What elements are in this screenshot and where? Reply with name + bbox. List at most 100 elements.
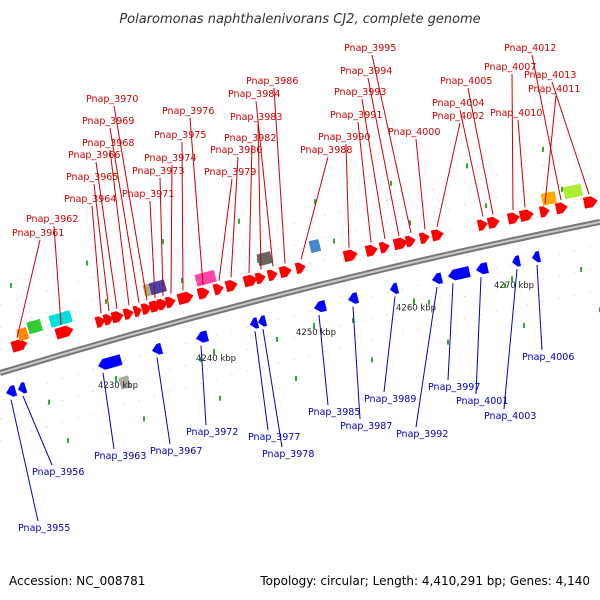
label-leader-line — [367, 77, 400, 236]
gene-label-top: Pnap_4012 — [504, 43, 556, 54]
gene-label-top: Pnap_3993 — [334, 87, 386, 98]
gene-label-bottom: Pnap_4001 — [456, 396, 508, 407]
gene-label-top: Pnap_3976 — [162, 106, 214, 117]
gene-label-bottom: Pnap_4003 — [484, 411, 536, 422]
track-tick — [314, 199, 316, 205]
forward-gene-arrow — [418, 232, 430, 245]
forward-gene-arrow — [266, 269, 278, 282]
forward-gene-arrow — [254, 272, 266, 285]
gene-label-bottom: Pnap_3992 — [396, 429, 448, 440]
label-leader-line — [156, 357, 171, 445]
track-tick — [523, 322, 525, 328]
track-tick — [162, 239, 164, 245]
forward-gene-arrow — [94, 316, 106, 328]
label-leader-line — [53, 225, 62, 325]
track-tick — [504, 282, 506, 288]
label-leader-line — [95, 161, 118, 309]
colored-feature-box — [540, 191, 557, 206]
label-leader-line — [159, 177, 164, 296]
gene-label-bottom: Pnap_3987 — [340, 421, 392, 432]
reverse-gene-arrow — [390, 282, 400, 295]
backbone-line — [0, 219, 600, 376]
genome-summary-text: Topology: circular; Length: 4,410,291 bp… — [260, 574, 590, 588]
gene-label-top: Pnap_3988 — [300, 145, 352, 156]
track-tick — [561, 186, 563, 192]
track-tick — [542, 146, 544, 152]
genome-backbone — [0, 146, 600, 444]
colored-feature-box — [26, 318, 44, 335]
label-leader-line — [415, 138, 426, 230]
reverse-gene-arrow — [314, 300, 327, 313]
colored-feature-box — [194, 269, 217, 287]
reverse-gene-arrow — [6, 385, 18, 397]
track-tick — [333, 238, 335, 244]
gene-label-bottom: Pnap_3963 — [94, 451, 146, 462]
label-leader-line — [181, 141, 184, 291]
gene-label-top: Pnap_4007 — [484, 62, 536, 73]
label-leader-lines — [10, 54, 590, 522]
gene-label-top: Pnap_3971 — [122, 189, 174, 200]
label-leader-line — [10, 399, 39, 522]
label-leader-line — [536, 264, 543, 351]
label-leader-line — [345, 143, 350, 248]
colored-feature-box — [148, 279, 168, 296]
label-leader-line — [200, 345, 207, 426]
label-leader-line — [415, 286, 438, 428]
gene-label-top: Pnap_3969 — [82, 116, 134, 127]
gene-label-top: Pnap_4005 — [440, 76, 492, 87]
gene-label-top: Pnap_3974 — [144, 153, 196, 164]
gene-label-top: Pnap_4011 — [528, 84, 580, 95]
gene-label-top: Pnap_3982 — [224, 133, 276, 144]
forward-gene-arrow — [404, 235, 416, 248]
scale-tick-label: 4250 kbp — [296, 328, 336, 338]
track-tick — [485, 203, 487, 209]
gene-label-bottom: Pnap_3989 — [364, 394, 416, 405]
label-leader-line — [371, 54, 412, 233]
gene-label-top: Pnap_3990 — [318, 132, 370, 143]
label-leader-line — [352, 306, 361, 420]
track-tick — [238, 218, 240, 224]
reverse-gene-arrow — [432, 272, 443, 285]
forward-gene-arrow — [54, 325, 74, 340]
label-leader-line — [102, 372, 115, 450]
forward-gene-arrow — [392, 237, 408, 251]
gene-label-bottom: Pnap_3997 — [428, 382, 480, 393]
gene-label-top: Pnap_4010 — [490, 108, 542, 119]
gene-label-bottom: Pnap_3955 — [18, 523, 70, 534]
reverse-gene-arrow — [476, 262, 489, 275]
track-tick — [181, 277, 183, 283]
label-leader-line — [254, 331, 269, 431]
forward-gene-arrow — [10, 339, 28, 353]
forward-gene-arrow — [122, 308, 134, 321]
label-leader-line — [517, 119, 526, 208]
gene-label-top: Pnap_3975 — [154, 130, 206, 141]
reverse-gene-arrow — [250, 317, 260, 329]
gene-label-top: Pnap_3979 — [204, 167, 256, 178]
label-leader-line — [113, 105, 148, 301]
track-tick — [143, 416, 145, 422]
forward-gene-arrow — [430, 229, 444, 242]
gene-label-top: Pnap_3991 — [330, 110, 382, 121]
label-leader-line — [551, 81, 590, 195]
forward-gene-arrow — [156, 298, 168, 311]
label-leader-line — [467, 87, 494, 215]
label-leader-line — [248, 144, 253, 273]
reverse-gene-arrow — [98, 354, 123, 370]
colored-feature-box — [308, 238, 322, 254]
gene-label-top: Pnap_3995 — [344, 43, 396, 54]
label-leader-line — [109, 149, 130, 306]
forward-gene-arrow — [554, 202, 568, 215]
map-title: Polaromonas naphthalenivorans CJ2, compl… — [119, 12, 480, 27]
gene-features — [6, 183, 598, 397]
track-tick — [371, 357, 373, 363]
colored-feature-box — [256, 251, 274, 267]
gene-label-bottom: Pnap_3978 — [262, 449, 314, 460]
gene-label-bottom: Pnap_3967 — [150, 446, 202, 457]
gene-label-top: Pnap_3964 — [64, 194, 116, 205]
forward-gene-arrow — [364, 244, 378, 257]
label-leader-line — [93, 183, 110, 312]
label-leader-line — [230, 156, 239, 278]
forward-gene-arrow — [278, 266, 292, 279]
gene-label-top: Pnap_4013 — [524, 70, 576, 81]
